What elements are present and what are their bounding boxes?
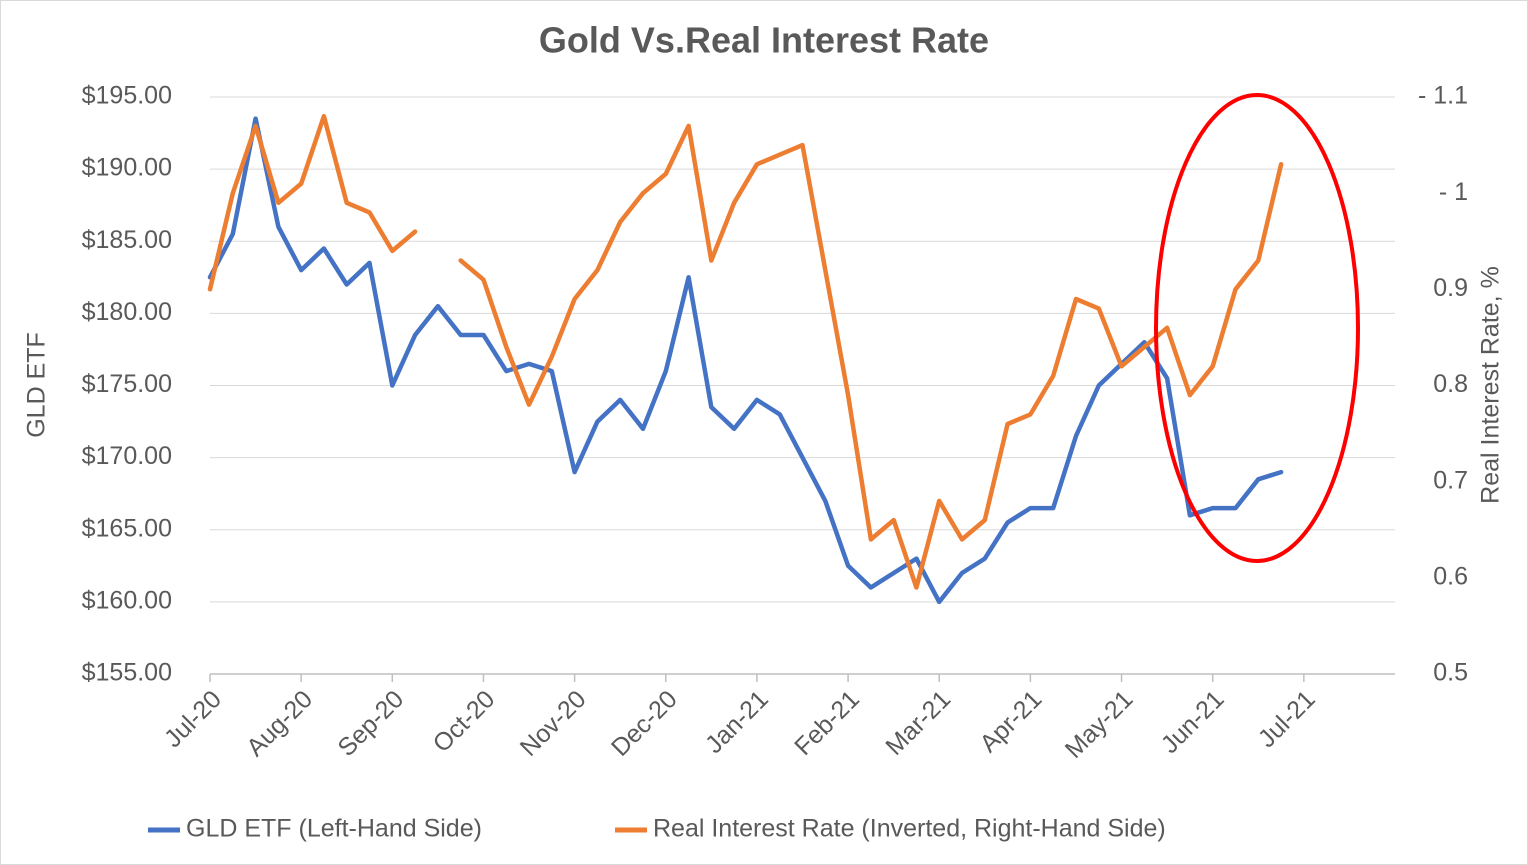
y-tick-label: $195.00 <box>82 82 172 110</box>
y-tick-label: $155.00 <box>82 659 172 687</box>
y2-tick-label: - 1 <box>1439 178 1468 206</box>
y2-tick-label: - 1.1 <box>1418 82 1468 110</box>
y2-axis-title: Real Interest Rate, % <box>1477 266 1505 504</box>
y2-tick-label: 0.8 <box>1433 370 1468 398</box>
y-tick-label: $185.00 <box>82 226 172 254</box>
y-tick-label: $170.00 <box>82 442 172 470</box>
y-tick-label: $165.00 <box>82 514 172 542</box>
y-tick-label: $180.00 <box>82 298 172 326</box>
y2-tick-label: 0.5 <box>1433 659 1468 687</box>
series-line <box>207 113 1284 590</box>
y2-tick-label: 0.7 <box>1433 466 1468 494</box>
legend-label: GLD ETF (Left-Hand Side) <box>186 815 482 843</box>
chart-title: Gold Vs.Real Interest Rate <box>539 20 989 61</box>
y-tick-label: $190.00 <box>82 154 172 182</box>
y2-tick-label: 0.9 <box>1433 274 1468 302</box>
y-tick-label: $160.00 <box>82 586 172 614</box>
series-line <box>207 116 1284 605</box>
y2-tick-label: 0.6 <box>1433 562 1468 590</box>
y-tick-label: $175.00 <box>82 370 172 398</box>
y-axis-title: GLD ETF <box>23 332 51 438</box>
legend-label: Real Interest Rate (Inverted, Right-Hand… <box>653 815 1166 843</box>
highlight-ellipse <box>1154 93 1360 563</box>
